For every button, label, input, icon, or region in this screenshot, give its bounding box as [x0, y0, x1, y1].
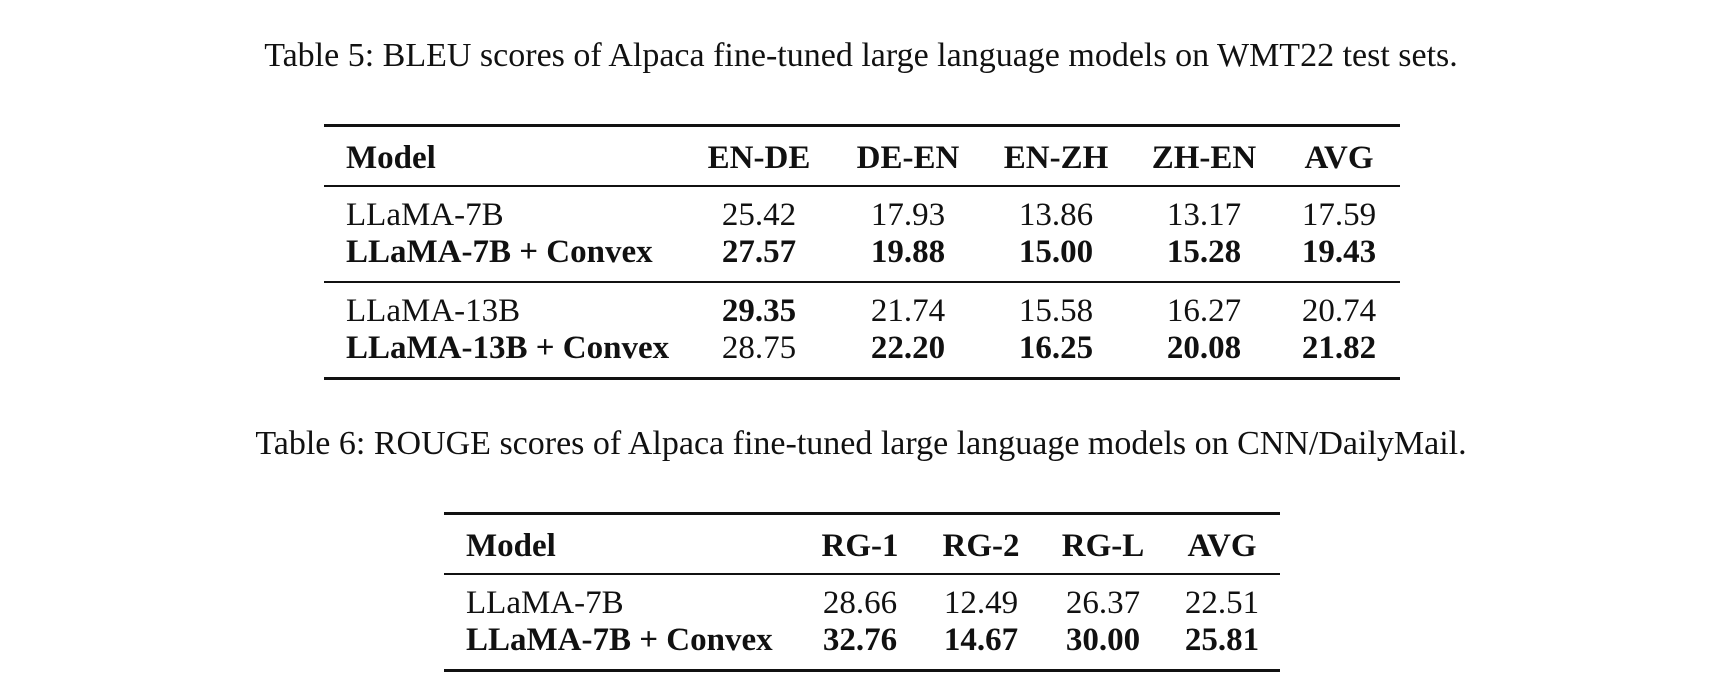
score-cell: 15.58 [1018, 293, 1094, 329]
score-cell: 32.76 [822, 622, 898, 658]
table-row: LLaMA-7B + Convex 32.76 14.67 30.00 25.8… [444, 622, 1280, 671]
model-name: LLaMA-7B + Convex [466, 622, 773, 658]
score-cell: 21.82 [1301, 330, 1377, 366]
score-cell: 13.17 [1166, 197, 1242, 233]
score-cell: 29.35 [721, 293, 797, 329]
score-cell: 26.37 [1065, 585, 1141, 621]
score-cell: 25.42 [721, 197, 797, 233]
score-cell: 19.88 [834, 234, 982, 283]
score-cell: 13.86 [1018, 197, 1094, 233]
model-name: LLaMA-13B [346, 293, 521, 329]
score-cell: 15.28 [1130, 234, 1278, 283]
score-cell: 16.25 [1018, 330, 1094, 366]
table-row: LLaMA-13B + Convex 28.75 22.20 16.25 20.… [324, 330, 1400, 379]
table-row: LLaMA-7B 28.66 12.49 26.37 22.51 [444, 574, 1280, 622]
column-header-rg-l: RG-L [1042, 513, 1164, 575]
table-row: LLaMA-7B 25.42 17.93 13.86 13.17 17.59 [324, 186, 1400, 234]
score-cell: 16.27 [1166, 293, 1242, 329]
model-name: LLaMA-7B [346, 197, 504, 233]
score-cell: 22.51 [1184, 585, 1260, 621]
score-cell: 28.75 [721, 330, 797, 366]
column-header-zh-en: ZH-EN [1130, 125, 1278, 187]
score-cell: 30.00 [1065, 622, 1141, 658]
score-cell: 15.00 [982, 234, 1130, 283]
score-cell: 25.81 [1184, 622, 1260, 658]
bleu-scores-table: Model EN-DE DE-EN EN-ZH ZH-EN AVG LLaMA-… [324, 124, 1400, 380]
score-cell: 19.43 [1278, 234, 1400, 283]
column-header-rg-1: RG-1 [800, 513, 920, 575]
rouge-scores-table: Model RG-1 RG-2 RG-L AVG LLaMA-7B 28.66 … [444, 512, 1280, 672]
model-name: LLaMA-7B [466, 585, 624, 621]
column-header-rg-2: RG-2 [920, 513, 1042, 575]
column-header-model: Model [444, 513, 800, 575]
column-header-avg: AVG [1164, 513, 1280, 575]
score-cell: 27.57 [684, 234, 834, 283]
table-row: LLaMA-7B + Convex 27.57 19.88 15.00 15.2… [324, 234, 1400, 283]
table-header-row: Model EN-DE DE-EN EN-ZH ZH-EN AVG [324, 125, 1400, 187]
table5-caption: Table 5: BLEU scores of Alpaca fine-tune… [264, 37, 1458, 74]
score-cell: 28.66 [822, 585, 898, 621]
column-header-en-de: EN-DE [684, 125, 834, 187]
score-cell: 22.20 [870, 330, 946, 366]
column-header-avg: AVG [1278, 125, 1400, 187]
table6-caption: Table 6: ROUGE scores of Alpaca fine-tun… [255, 425, 1467, 462]
score-cell: 14.67 [943, 622, 1019, 658]
score-cell: 12.49 [943, 585, 1019, 621]
table-row: LLaMA-13B 29.35 21.74 15.58 16.27 20.74 [324, 282, 1400, 330]
score-cell: 20.74 [1301, 293, 1377, 329]
score-cell: 17.59 [1301, 197, 1377, 233]
column-header-en-zh: EN-ZH [982, 125, 1130, 187]
model-name: LLaMA-13B + Convex [346, 330, 670, 366]
model-name: LLaMA-7B + Convex [324, 234, 684, 283]
score-cell: 20.08 [1166, 330, 1242, 366]
column-header-de-en: DE-EN [834, 125, 982, 187]
table-header-row: Model RG-1 RG-2 RG-L AVG [444, 513, 1280, 575]
column-header-model: Model [324, 125, 684, 187]
score-cell: 17.93 [870, 197, 946, 233]
score-cell: 21.74 [870, 293, 946, 329]
